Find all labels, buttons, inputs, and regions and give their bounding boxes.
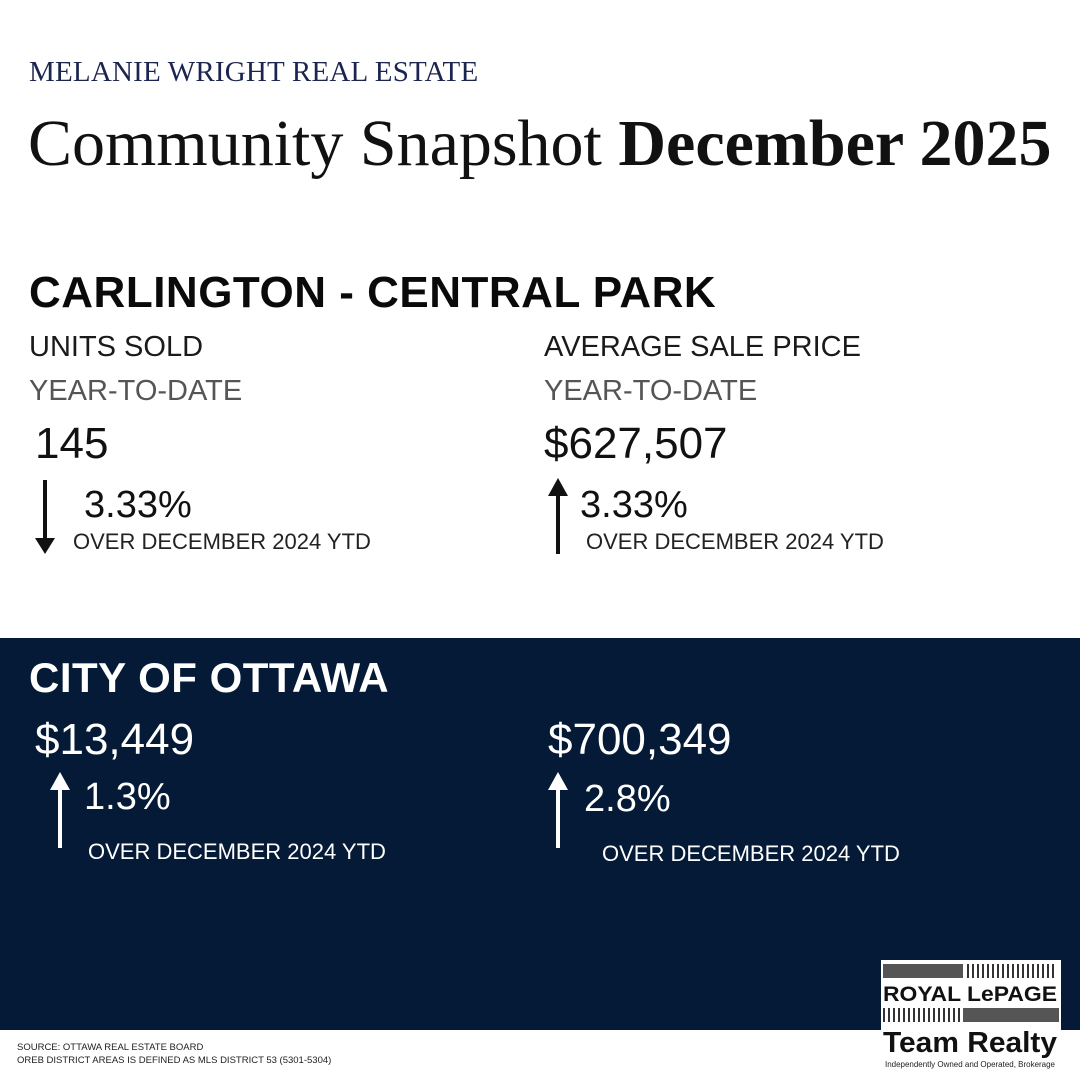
source-line: SOURCE: OTTAWA REAL ESTATE BOARD [17,1042,204,1053]
brand-name: MELANIE WRIGHT REAL ESTATE [29,56,479,88]
logo-line2: Team Realty [883,1027,1057,1059]
city-units-change: 1.3% [84,776,171,818]
city-name: CITY OF OTTAWA [29,654,390,701]
city-price-comparison: OVER DECEMBER 2024 YTD [602,841,900,866]
city-units-value: $13,449 [35,715,195,764]
royal-lepage-logo: ROYAL LePAGE Team Realty Independently O… [881,960,1061,1072]
source-note: SOURCE: OTTAWA REAL ESTATE BOARD OREB DI… [17,1041,331,1067]
city-price-change: 2.8% [584,778,671,820]
arrow-up-icon [548,772,568,848]
logo-graphic: ROYAL LePAGE Team Realty Independently O… [881,960,1061,1072]
price-change-percent: 3.33% [580,484,688,526]
units-sold-value: 145 [35,419,109,468]
district-line: OREB DISTRICT AREAS IS DEFINED AS MLS DI… [17,1055,332,1066]
arrow-up-icon [548,478,568,554]
units-change-percent: 3.33% [84,484,192,526]
city-price-value: $700,349 [548,715,732,764]
avg-price-label: AVERAGE SALE PRICE [544,331,861,363]
arrow-down-icon [35,480,55,554]
title-bold: December 2025 [618,107,1052,180]
avg-price-value: $627,507 [544,419,728,468]
logo-line1: ROYAL LePAGE [883,983,1057,1006]
price-comparison-note: OVER DECEMBER 2024 YTD [586,529,884,554]
price-period-label: YEAR-TO-DATE [544,375,758,407]
city-units-comparison: OVER DECEMBER 2024 YTD [88,839,386,864]
title-regular: Community Snapshot [28,107,602,180]
neighbourhood-name: CARLINGTON - CENTRAL PARK [29,268,717,317]
arrow-up-icon [50,772,70,848]
units-period-label: YEAR-TO-DATE [29,375,243,407]
units-comparison-note: OVER DECEMBER 2024 YTD [73,529,371,554]
page-title: Community Snapshot December 2025 [28,107,1052,181]
logo-tagline: Independently Owned and Operated, Broker… [885,1060,1056,1069]
units-sold-label: UNITS SOLD [29,331,204,363]
